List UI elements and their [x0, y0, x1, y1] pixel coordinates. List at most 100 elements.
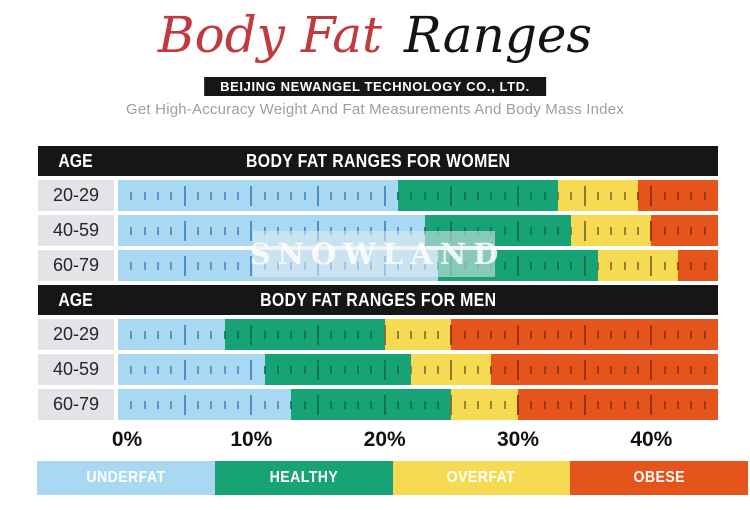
- age-cell: 40-59: [38, 215, 114, 246]
- tick-mark: [583, 255, 586, 276]
- tick-mark: [237, 400, 239, 409]
- tick-mark: [463, 330, 466, 339]
- section-header-men: BODY FAT RANGES FOR MEN AGE: [38, 285, 718, 315]
- tick-mark: [503, 330, 506, 339]
- tick-mark: [597, 191, 599, 200]
- tick-mark: [517, 394, 519, 415]
- tick-mark: [183, 359, 186, 380]
- tick-mark: [383, 359, 386, 380]
- tick-mark: [357, 365, 359, 374]
- tick-mark: [663, 226, 666, 235]
- tick-mark: [410, 330, 413, 339]
- section-title-label: BODY FAT RANGES FOR MEN: [259, 289, 497, 310]
- tick-mark: [250, 220, 253, 241]
- tick-mark: [663, 261, 666, 270]
- segment-underfat: [118, 180, 398, 211]
- watermark: SNOWLAND: [250, 231, 498, 277]
- tick-mark: [477, 191, 479, 200]
- tick-mark: [703, 226, 706, 235]
- tick-mark: [490, 365, 493, 374]
- tick-mark: [570, 365, 573, 374]
- tick-mark: [210, 365, 213, 374]
- body-fat-ranges-chart: BODY FAT RANGES FOR WOMEN AGE 20-29 40-59 60…: [38, 146, 718, 420]
- x-axis-labels: 0% 10% 20% 30% 40%: [112, 428, 718, 456]
- tick-mark: [610, 261, 613, 270]
- bar-area: [118, 389, 718, 420]
- tick-mark: [237, 261, 239, 270]
- tick-mark: [650, 359, 653, 380]
- tick-mark: [343, 330, 346, 339]
- tick-mark: [263, 400, 266, 409]
- tick-mark: [423, 191, 426, 200]
- tick-mark: [330, 330, 333, 339]
- segment-overfat: [384, 319, 452, 350]
- axis-label-40pct: 40%: [630, 428, 673, 451]
- tick-mark: [530, 261, 533, 270]
- tick-mark: [690, 226, 693, 235]
- tick-mark: [650, 255, 653, 276]
- axis-label-20pct: 20%: [363, 428, 406, 451]
- tick-mark: [130, 400, 133, 409]
- tick-mark: [597, 365, 599, 374]
- tick-mark: [130, 226, 133, 235]
- tick-mark: [570, 191, 573, 200]
- legend-label-underfat: UNDERFAT: [86, 469, 166, 486]
- tick-mark: [277, 191, 279, 200]
- tick-mark: [597, 261, 599, 270]
- tick-mark: [383, 394, 386, 415]
- tick-mark: [423, 400, 426, 409]
- tick-mark: [637, 400, 639, 409]
- tick-mark: [543, 226, 546, 235]
- bar-row-age-40-59: 40-59: [38, 354, 718, 385]
- tick-mark: [250, 359, 253, 380]
- tick-mark: [570, 400, 573, 409]
- segment-underfat: [118, 389, 292, 420]
- age-cell: 60-79: [38, 389, 114, 420]
- tick-mark: [370, 365, 373, 374]
- tick-mark: [703, 261, 706, 270]
- tick-mark: [410, 191, 413, 200]
- tick-mark: [170, 400, 173, 409]
- tick-mark: [223, 365, 226, 374]
- tick-mark: [650, 394, 653, 415]
- tick-mark: [517, 185, 519, 206]
- tick-mark: [543, 191, 546, 200]
- tick-mark: [703, 330, 706, 339]
- tick-mark: [290, 400, 293, 409]
- axis-label-0pct: 0%: [111, 428, 143, 451]
- tick-mark: [130, 191, 133, 200]
- tick-mark: [130, 261, 133, 270]
- tick-mark: [170, 226, 173, 235]
- tick-mark: [543, 365, 546, 374]
- age-cell: 40-59: [38, 354, 114, 385]
- tick-mark: [197, 330, 199, 339]
- tick-mark: [703, 365, 706, 374]
- tick-mark: [463, 400, 466, 409]
- tick-mark: [410, 400, 413, 409]
- axis-label-10pct: 10%: [230, 428, 273, 451]
- tick-mark: [397, 365, 399, 374]
- tick-mark: [677, 400, 679, 409]
- tick-mark: [237, 226, 239, 235]
- tick-mark: [517, 359, 519, 380]
- tick-mark: [437, 365, 439, 374]
- tick-mark: [370, 191, 373, 200]
- tick-mark: [183, 255, 186, 276]
- tick-mark: [410, 226, 413, 235]
- tick-mark: [677, 365, 679, 374]
- tick-mark: [130, 330, 133, 339]
- tick-mark: [157, 400, 159, 409]
- tick-mark: [237, 330, 239, 339]
- tick-mark: [290, 365, 293, 374]
- watermark-text: SNOWLAND: [249, 237, 506, 271]
- tick-mark: [357, 191, 359, 200]
- tick-mark: [477, 226, 479, 235]
- tick-mark: [410, 365, 413, 374]
- tick-mark: [663, 330, 666, 339]
- tick-mark: [303, 400, 306, 409]
- tick-mark: [570, 261, 573, 270]
- tick-mark: [183, 185, 186, 206]
- tick-mark: [210, 261, 213, 270]
- tick-mark: [197, 191, 199, 200]
- tick-mark: [583, 359, 586, 380]
